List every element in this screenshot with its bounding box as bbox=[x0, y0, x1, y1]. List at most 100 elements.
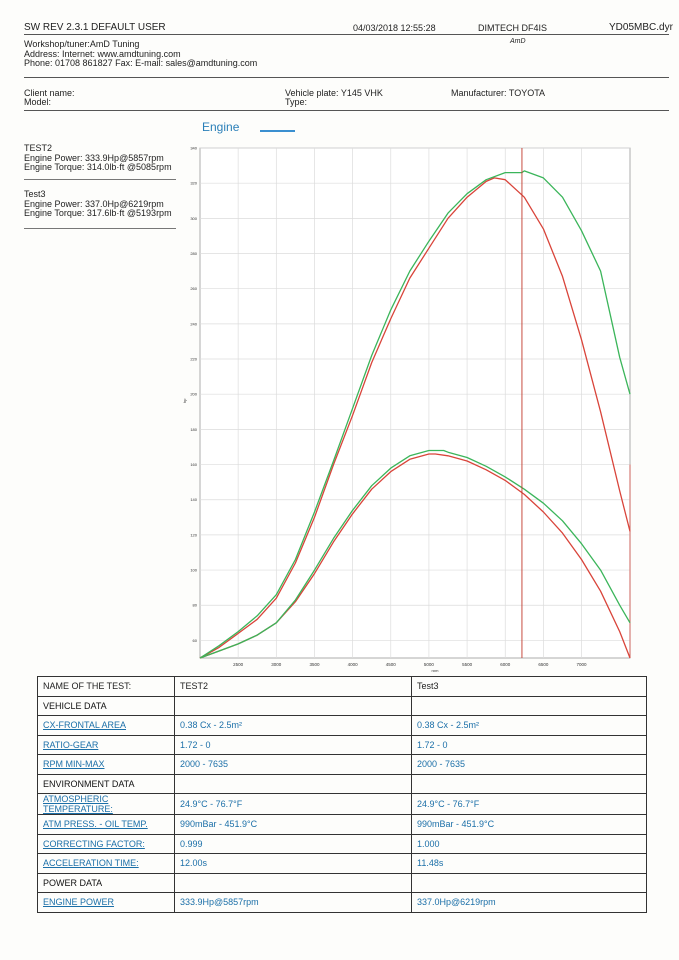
x-tick-label: 7000 bbox=[577, 662, 588, 667]
client-divider bbox=[24, 110, 669, 111]
test2-value: 24.9°C - 76.7°F bbox=[174, 793, 412, 815]
row-label: ATMOSPHERIC TEMPERATURE: bbox=[37, 793, 175, 815]
file-name: YD05MBC.dyr bbox=[609, 22, 673, 33]
table-col-name: NAME OF THE TEST: bbox=[37, 676, 175, 697]
y-tick-label: 100 bbox=[190, 568, 197, 573]
table-section-row: ENVIRONMENT DATA bbox=[37, 773, 647, 794]
test3-power: Engine Power: 337.0Hp@6219rpm bbox=[24, 198, 164, 209]
y-tick-label: 140 bbox=[190, 497, 197, 502]
series-line-test2-power bbox=[199, 177, 631, 659]
row-label: ATM PRESS. - OIL TEMP. bbox=[37, 814, 175, 835]
y-tick-label: 280 bbox=[190, 251, 197, 256]
workshop-divider bbox=[24, 77, 669, 78]
test2-name: TEST2 bbox=[24, 143, 53, 153]
test3-value: 2000 - 7635 bbox=[411, 754, 647, 775]
test3-value: 990mBar - 451.9°C bbox=[411, 814, 647, 835]
section-label: ENVIRONMENT DATA bbox=[37, 773, 175, 794]
y-tick-label: 120 bbox=[190, 532, 197, 537]
table-row: ATM PRESS. - OIL TEMP. 990mBar - 451.9°C 9… bbox=[37, 814, 647, 835]
test2-value: 333.9Hp@5857rpm bbox=[174, 892, 412, 913]
engine-legend-label: Engine bbox=[202, 120, 240, 134]
header-divider bbox=[24, 34, 669, 35]
test3-value: 0.38 Cx - 2.5m² bbox=[411, 715, 647, 736]
test2-value: 2000 - 7635 bbox=[174, 754, 412, 775]
test3-torque: Engine Torque: 317.6lb·ft @5193rpm bbox=[24, 208, 172, 218]
y-tick-label: 160 bbox=[190, 462, 197, 467]
y-tick-label: 60 bbox=[193, 638, 198, 643]
empty-cell bbox=[411, 773, 647, 794]
type-label: Type: bbox=[285, 97, 308, 107]
table-row: ENGINE POWER 333.9Hp@5857rpm 337.0Hp@6219r… bbox=[37, 892, 647, 913]
empty-cell bbox=[174, 773, 412, 794]
empty-cell bbox=[174, 872, 412, 893]
table-row: ATMOSPHERIC TEMPERATURE: 24.9°C - 76.7°F 2… bbox=[37, 793, 647, 815]
y-tick-label: 240 bbox=[190, 321, 197, 326]
table-section-row: VEHICLE DATA bbox=[37, 695, 647, 716]
software-revision: SW REV 2.3.1 bbox=[24, 22, 89, 33]
table-row: RATIO-GEAR 1.72 - 0 1.72 - 0 bbox=[37, 734, 647, 755]
test3-divider bbox=[24, 228, 176, 229]
x-tick-label: 4500 bbox=[386, 662, 397, 667]
test3-value: 24.9°C - 76.7°F bbox=[411, 793, 647, 815]
test2-torque: Engine Torque: 314.0lb·ft @5085rpm bbox=[24, 162, 172, 172]
y-tick-label: 340 bbox=[190, 146, 197, 151]
model-label: Model: bbox=[24, 97, 52, 107]
x-tick-label: 4000 bbox=[348, 662, 359, 667]
test2-value: 0.38 Cx - 2.5m² bbox=[174, 715, 412, 736]
row-label: CORRECTING FACTOR: bbox=[37, 833, 175, 854]
device-name: DIMTECH DF4IS bbox=[478, 23, 548, 33]
table-row: CX-FRONTAL AREA 0.38 Cx - 2.5m² 0.38 Cx - … bbox=[37, 715, 647, 736]
test3-value: 1.000 bbox=[411, 833, 647, 854]
workshop-line: Workshop/tuner:AmD Tuning bbox=[24, 39, 140, 49]
test-data-table: NAME OF THE TEST: TEST2 Test3 VEHICLE DA… bbox=[37, 676, 647, 913]
test3-value: 1.72 - 0 bbox=[411, 734, 647, 755]
address-line: Address: Internet: www.amdtuning.com bbox=[24, 48, 181, 59]
series-line-test3-torque bbox=[199, 449, 631, 659]
amd-logo: AmD bbox=[510, 38, 526, 45]
y-tick-label: 80 bbox=[193, 603, 198, 608]
manufacturer-label: Manufacturer: TOYOTA bbox=[451, 88, 546, 98]
x-tick-label: 6500 bbox=[538, 662, 549, 667]
test3-name: Test3 bbox=[24, 189, 46, 199]
table-row: CORRECTING FACTOR: 0.999 1.000 bbox=[37, 833, 647, 854]
section-label: VEHICLE DATA bbox=[37, 695, 175, 716]
table-section-row: POWER DATA bbox=[37, 872, 647, 893]
y-axis-label: hp bbox=[182, 398, 187, 403]
engine-legend-line bbox=[260, 130, 295, 132]
series-line-test3-power bbox=[199, 170, 631, 659]
y-tick-label: 200 bbox=[190, 392, 197, 397]
test2-value: 1.72 - 0 bbox=[174, 734, 412, 755]
row-label: ENGINE POWER bbox=[37, 892, 175, 913]
test3-summary: Test3 Engine Power: 337.0Hp@6219rpm Engi… bbox=[24, 189, 172, 219]
user-name: DEFAULT USER bbox=[91, 22, 166, 33]
workshop-info: Workshop/tuner:AmD Tuning Address: Inter… bbox=[24, 39, 258, 69]
test3-value: 11.48s bbox=[411, 853, 647, 874]
empty-cell bbox=[411, 872, 647, 893]
test2-value: 12.00s bbox=[174, 853, 412, 874]
y-tick-label: 180 bbox=[190, 427, 197, 432]
y-tick-label: 260 bbox=[190, 286, 197, 291]
x-tick-label: 5500 bbox=[462, 662, 473, 667]
y-tick-label: 220 bbox=[190, 357, 197, 362]
vehicle-plate-label: Vehicle plate: Y145 VHK bbox=[285, 88, 383, 98]
phone-line: Phone: 01708 861827 Fax: E-mail: sales@a… bbox=[24, 58, 258, 68]
table-col-test3: Test3 bbox=[411, 676, 647, 697]
empty-cell bbox=[174, 695, 412, 716]
empty-cell bbox=[411, 695, 647, 716]
test2-divider bbox=[24, 179, 176, 180]
section-label: POWER DATA bbox=[37, 872, 175, 893]
table-header-row: NAME OF THE TEST: TEST2 Test3 bbox=[37, 676, 647, 697]
client-name-label: Client name: bbox=[24, 88, 75, 98]
row-label: RPM MIN-MAX bbox=[37, 754, 175, 775]
test2-value: 990mBar - 451.9°C bbox=[174, 814, 412, 835]
test2-summary: TEST2 Engine Power: 333.9Hp@5857rpm Engi… bbox=[24, 143, 172, 173]
x-tick-label: 6000 bbox=[500, 662, 511, 667]
y-tick-label: 320 bbox=[190, 181, 197, 186]
row-label: CX-FRONTAL AREA bbox=[37, 715, 175, 736]
row-label: RATIO-GEAR bbox=[37, 734, 175, 755]
table-col-test2: TEST2 bbox=[174, 676, 412, 697]
x-tick-label: 3500 bbox=[309, 662, 320, 667]
x-tick-label: 5000 bbox=[424, 662, 435, 667]
row-label: ACCELERATION TIME: bbox=[37, 853, 175, 874]
test2-value: 0.999 bbox=[174, 833, 412, 854]
